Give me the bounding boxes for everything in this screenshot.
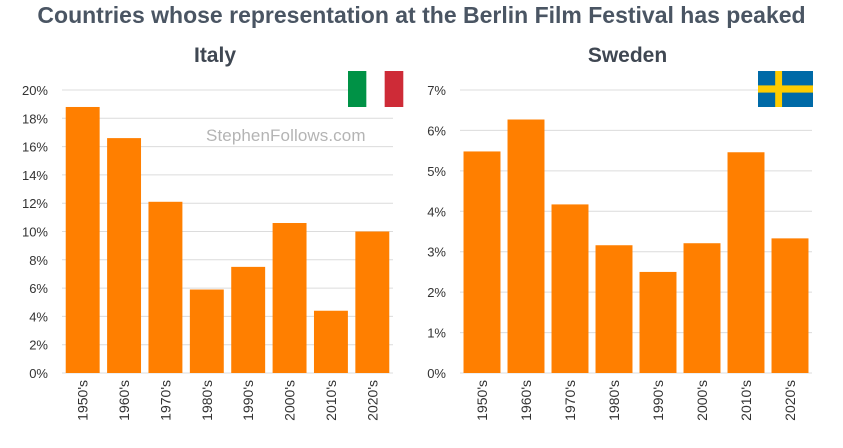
italy-bar-1990s — [231, 266, 266, 373]
sweden-ytick-label: 7% — [427, 83, 446, 98]
sweden-flag — [758, 71, 813, 107]
sweden-bar-2010s — [727, 152, 765, 373]
italy-bar-1950s — [65, 106, 100, 373]
sweden-bar-2020s — [771, 238, 809, 373]
italy-ytick-label: 20% — [22, 83, 48, 98]
sweden-bar-1970s — [551, 204, 589, 373]
sweden-bar-1980s — [595, 245, 633, 373]
italy-ytick-label: 10% — [22, 225, 48, 240]
italy-bar-2020s — [355, 231, 390, 373]
italy-xtick-label: 2000's — [282, 380, 298, 421]
sweden-xtick-label: 1980's — [606, 380, 622, 421]
italy-bar-1960s — [107, 138, 142, 373]
sweden-bar-1960s — [507, 119, 545, 374]
italy-ytick-label: 12% — [22, 196, 48, 211]
watermark: StephenFollows.com — [206, 126, 366, 145]
sweden-xtick-label: 1990's — [650, 380, 666, 421]
italy-xtick-label: 2010's — [323, 380, 339, 421]
sweden-chart-title: Sweden — [587, 44, 668, 67]
italy-bar-1970s — [148, 201, 183, 373]
sweden-ytick-label: 3% — [427, 245, 446, 260]
sweden-ytick-label: 1% — [427, 326, 446, 341]
sweden-bar-2000s — [683, 243, 721, 373]
italy-xtick-label: 1960's — [116, 380, 132, 421]
sweden-xtick-label: 1950's — [474, 380, 490, 421]
italy-bar-2000s — [272, 223, 307, 373]
italy-ytick-label: 0% — [29, 366, 48, 381]
sweden-ytick-label: 2% — [427, 285, 446, 300]
italy-xtick-label: 1950's — [75, 380, 91, 421]
italy-ytick-label: 18% — [22, 111, 48, 126]
sweden-xtick-label: 1970's — [562, 380, 578, 421]
italy-xtick-label: 1990's — [240, 380, 256, 421]
italy-ytick-label: 14% — [22, 168, 48, 183]
sweden-xtick-label: 2000's — [694, 380, 710, 421]
sweden-ytick-label: 4% — [427, 204, 446, 219]
italy-ytick-label: 4% — [29, 309, 48, 324]
sweden-xtick-label: 2020's — [782, 380, 798, 421]
sweden-ytick-label: 5% — [427, 164, 446, 179]
main-title: Countries whose representation at the Be… — [37, 2, 806, 28]
italy-bar-2010s — [313, 310, 348, 373]
italy-xtick-label: 1970's — [157, 380, 173, 421]
sweden-ytick-label: 6% — [427, 123, 446, 138]
italy-chart-title: Italy — [193, 44, 237, 67]
italy-xtick-label: 1980's — [199, 380, 215, 421]
sweden-bar-1990s — [639, 271, 677, 373]
italy-ytick-label: 8% — [29, 253, 48, 268]
italy-ytick-label: 2% — [29, 338, 48, 353]
italy-bar-1980s — [189, 289, 224, 373]
sweden-xtick-label: 1960's — [518, 380, 534, 421]
italy-ytick-label: 16% — [22, 140, 48, 155]
italy-xtick-label: 2020's — [364, 380, 380, 421]
sweden-bar-1950s — [463, 151, 501, 373]
italy-ytick-label: 6% — [29, 281, 48, 296]
sweden-ytick-label: 0% — [427, 366, 446, 381]
italy-flag — [348, 71, 404, 107]
sweden-xtick-label: 2010's — [738, 380, 754, 421]
